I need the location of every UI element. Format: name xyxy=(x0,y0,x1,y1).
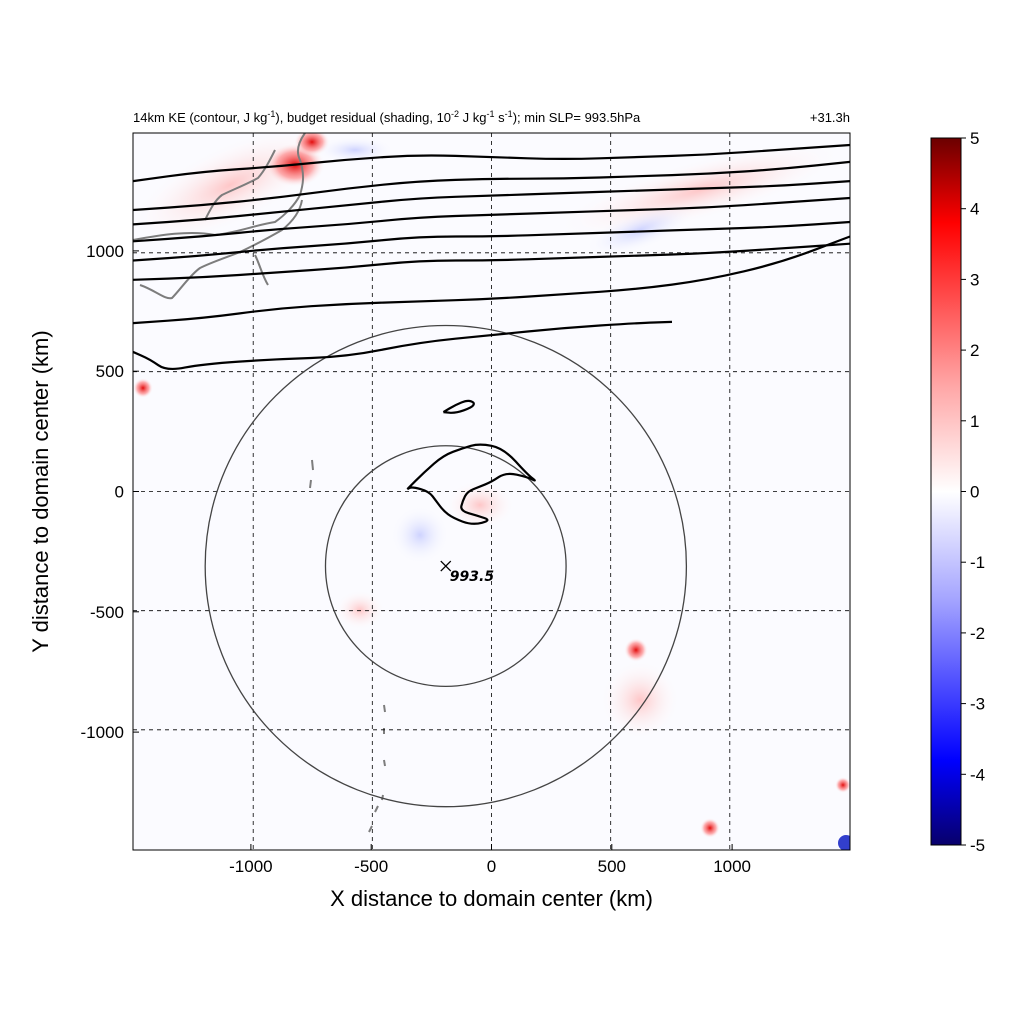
y-tick-label: 1000 xyxy=(86,242,124,261)
colorbar-tick-label: -5 xyxy=(970,836,985,855)
shading-blob xyxy=(600,660,680,740)
ke-contour-line xyxy=(133,235,850,325)
range-circle xyxy=(324,445,567,688)
colorbar-tick-label: -1 xyxy=(970,553,985,572)
colorbar-tick-label: 1 xyxy=(970,412,979,431)
ke-contours xyxy=(133,143,850,525)
ke-contour-line xyxy=(133,160,850,212)
colorbar-tick-label: -2 xyxy=(970,624,985,643)
ke-contour-line xyxy=(133,196,850,243)
storm-center-marker: 993.5 xyxy=(440,560,495,585)
shading-blob xyxy=(583,202,697,258)
colorbar-tick-label: 0 xyxy=(970,483,979,502)
coastline-path xyxy=(254,254,269,286)
ke-contour-line xyxy=(133,220,850,262)
colorbar-tick-label: 2 xyxy=(970,341,979,360)
shading-blob xyxy=(335,590,385,630)
y-tick-label: -1000 xyxy=(81,723,124,742)
y-axis-title: Y distance to domain center (km) xyxy=(28,330,53,652)
shading-blob xyxy=(835,777,850,793)
plot-area: 993.5 xyxy=(133,133,850,850)
x-tick-label: 1000 xyxy=(713,857,751,876)
ke-contour-line xyxy=(442,399,475,414)
residual-shading xyxy=(133,133,850,850)
coastline-path xyxy=(309,479,312,489)
shading-blob xyxy=(624,638,648,662)
y-tick-label: 0 xyxy=(115,483,124,502)
ke-contour-line xyxy=(133,180,850,226)
colorbar-tick-label: 5 xyxy=(970,129,979,148)
colorbar xyxy=(930,137,962,846)
chart-title: 14km KE (contour, J kg-1), budget residu… xyxy=(133,109,641,125)
time-label: +31.3h xyxy=(810,110,850,125)
coastline-path xyxy=(311,459,314,471)
shading-blob xyxy=(390,505,450,565)
y-tick-label: 500 xyxy=(96,362,124,381)
x-axis-ticks: -1000 -500 0 500 1000 xyxy=(229,844,751,876)
shading-blob xyxy=(133,378,153,398)
x-tick-label: -500 xyxy=(354,857,388,876)
colorbar-tick-label: 4 xyxy=(970,200,979,219)
storm-center-label: 993.5 xyxy=(450,569,495,585)
storm-center-cross xyxy=(440,560,452,572)
colorbar-tick-label: -4 xyxy=(970,765,985,784)
coastline-path xyxy=(204,149,276,221)
x-tick-label: 0 xyxy=(487,857,496,876)
range-circle xyxy=(204,324,688,808)
coastline-path xyxy=(368,704,386,833)
ke-contour-line xyxy=(133,242,850,281)
ke-contour-line xyxy=(133,320,673,371)
colorbar-tick-label: 3 xyxy=(970,270,979,289)
shading-blob xyxy=(445,480,515,530)
ke-contour-line xyxy=(406,443,536,525)
colorbar-ticks: 5 4 3 2 1 0 -1 -2 -3 -4 -5 xyxy=(961,129,985,855)
colorbar-tick-label: -3 xyxy=(970,695,985,714)
shading-blob xyxy=(700,818,720,838)
y-tick-label: -500 xyxy=(90,603,124,622)
shading-blob xyxy=(838,835,850,850)
y-axis-ticks: -1000 -500 0 500 1000 xyxy=(81,242,139,742)
coastline xyxy=(133,133,386,833)
x-tick-label: -1000 xyxy=(229,857,272,876)
x-tick-label: 500 xyxy=(598,857,626,876)
ke-contour-line xyxy=(133,143,850,183)
x-axis-title: X distance to domain center (km) xyxy=(330,886,653,911)
range-circles xyxy=(204,324,688,808)
coastline-path xyxy=(133,133,306,241)
